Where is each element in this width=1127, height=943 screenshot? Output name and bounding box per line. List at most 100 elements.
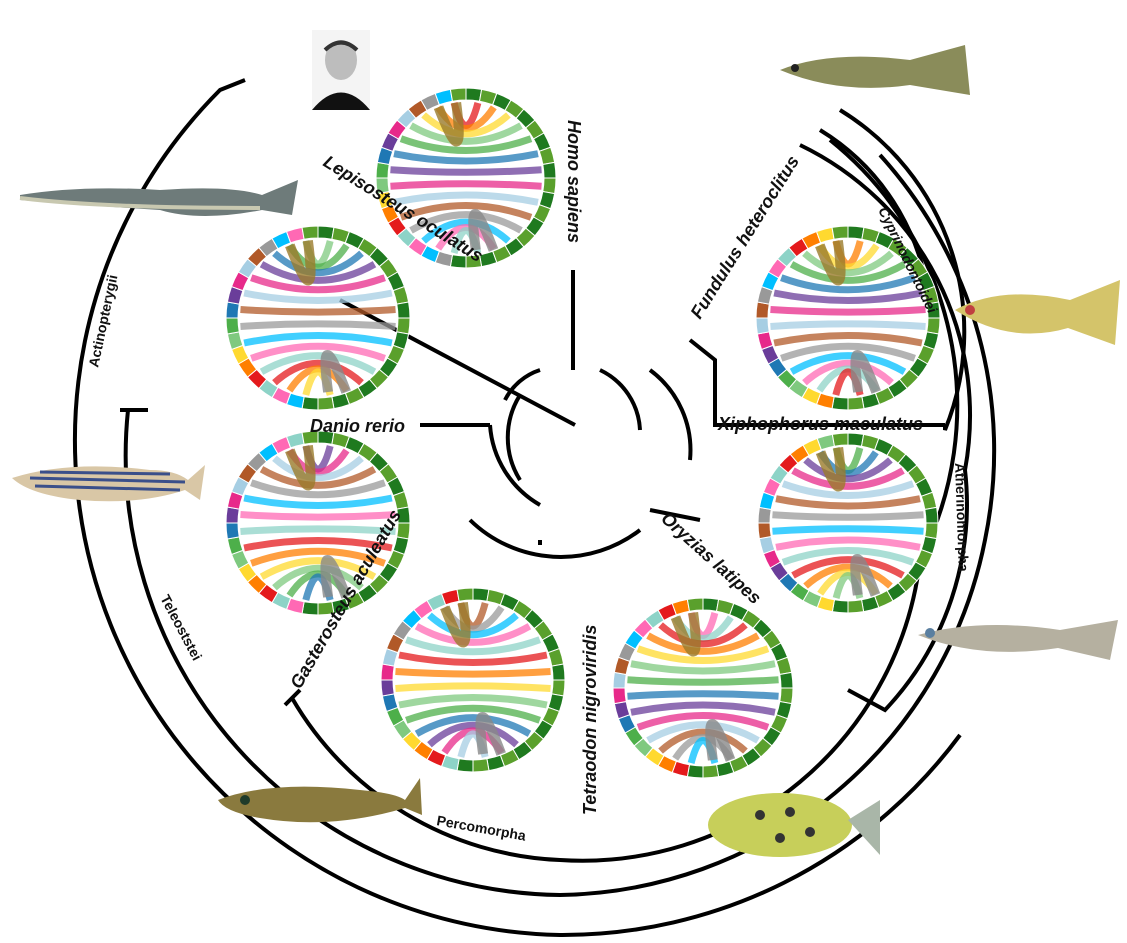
ring-segment — [702, 764, 720, 779]
chord-ribbon — [636, 645, 770, 664]
ring-segment — [301, 601, 319, 616]
homo-sapiens-label: Homo sapiens — [564, 120, 584, 243]
zebrafish-image — [12, 465, 205, 502]
ring-segment — [847, 225, 865, 240]
ring-segment — [317, 396, 335, 411]
chord-ribbon — [390, 166, 542, 176]
chord-plot-homo-sapiens — [375, 87, 557, 269]
percomorpha-label: Percomorpha — [435, 812, 527, 843]
tetraodon-label: Tetraodon nigroviridis — [580, 625, 600, 815]
ring-segment — [456, 758, 474, 773]
chord-ribbon — [789, 352, 907, 375]
gar-fish-image — [19, 180, 298, 216]
ring-segment — [551, 679, 566, 697]
central-tree — [339, 270, 945, 559]
chord-ribbon — [409, 122, 523, 145]
atherinomorpha-label: Atherinomorpha — [952, 463, 972, 573]
ring-segment — [396, 301, 411, 319]
ring-segment — [225, 301, 240, 319]
ring-segment — [380, 663, 395, 681]
ring-segment — [551, 663, 566, 681]
chord-loop — [850, 554, 881, 597]
ring-segment — [924, 506, 939, 524]
chord-ribbon — [395, 682, 551, 692]
portrait-image — [312, 30, 370, 110]
ring-segment — [779, 671, 794, 689]
chord-loop — [320, 350, 351, 394]
ring-segment — [831, 432, 849, 447]
chord-ribbon — [772, 511, 924, 521]
fundulus-lineage-arc — [838, 108, 967, 431]
ring-segment — [757, 506, 772, 524]
chord-ribbon — [250, 547, 386, 567]
chord-ribbon — [627, 676, 779, 686]
ring-segment — [396, 317, 411, 335]
ring-segment — [831, 396, 849, 411]
chord-ribbon — [243, 537, 393, 552]
chord-ribbon — [259, 261, 377, 284]
chord-loop — [440, 602, 471, 648]
ring-segment — [924, 522, 939, 540]
chord-ribbon — [395, 668, 551, 678]
danio-label: Danio rerio — [310, 416, 405, 436]
chord-ribbon — [243, 332, 393, 347]
chord-plot-lepisosteus — [225, 225, 411, 411]
chord-ribbon — [427, 612, 519, 639]
ring-segment — [686, 597, 704, 612]
chord-ribbon — [393, 150, 539, 165]
chord-ribbon — [658, 622, 748, 648]
chord-loop — [705, 719, 736, 762]
chord-ribbon — [427, 721, 519, 748]
ring-segment — [456, 587, 474, 602]
chord-ribbon — [259, 352, 377, 375]
chord-ribbon — [240, 525, 396, 535]
chord-plot-danio — [225, 430, 411, 616]
chord-loop — [815, 446, 846, 492]
chord-ribbon — [259, 466, 377, 489]
chord-ribbon — [630, 660, 776, 675]
chord-ribbon — [243, 289, 393, 304]
ring-segment — [301, 396, 319, 411]
chord-loop — [285, 445, 316, 491]
chord-ribbon — [240, 511, 396, 521]
ring-segment — [396, 506, 411, 524]
ring-segment — [449, 87, 467, 102]
ring-segment — [926, 301, 941, 319]
chord-ribbon — [405, 636, 541, 656]
chord-ribbon — [773, 332, 923, 347]
ring-segment — [612, 671, 627, 689]
chord-loop — [850, 350, 881, 394]
ring-segment — [380, 679, 395, 697]
chord-ribbon — [627, 690, 779, 700]
chord-loop — [433, 101, 464, 147]
ring-segment — [472, 587, 490, 602]
chord-ribbon — [250, 479, 386, 499]
chord-ribbon — [770, 320, 926, 330]
percomorpha-arc — [283, 138, 960, 863]
chord-ribbon — [243, 494, 393, 509]
chord-ribbon — [250, 342, 386, 362]
chord-ribbon — [780, 342, 916, 362]
chord-ribbon — [390, 180, 542, 190]
ring-segment — [755, 317, 770, 335]
ring-segment — [542, 177, 557, 195]
actinopterygii-arc — [72, 78, 962, 938]
ring-segment — [375, 161, 390, 179]
chord-plot-tetraodon — [612, 597, 794, 779]
chord-ribbon — [240, 320, 396, 330]
chord-ribbon — [398, 694, 548, 709]
chord-ribbon — [398, 651, 548, 666]
ring-segment — [779, 687, 794, 705]
chord-ribbon — [772, 525, 924, 535]
chord-ribbon — [409, 211, 523, 234]
medaka-image — [918, 620, 1118, 660]
ring-segment — [317, 225, 335, 240]
chord-ribbon — [421, 112, 511, 138]
ring-segment — [926, 317, 941, 335]
chord-ribbon — [802, 250, 894, 277]
chord-loop — [285, 240, 316, 286]
chord-ribbon — [421, 218, 511, 244]
chord-ribbon — [781, 547, 915, 566]
